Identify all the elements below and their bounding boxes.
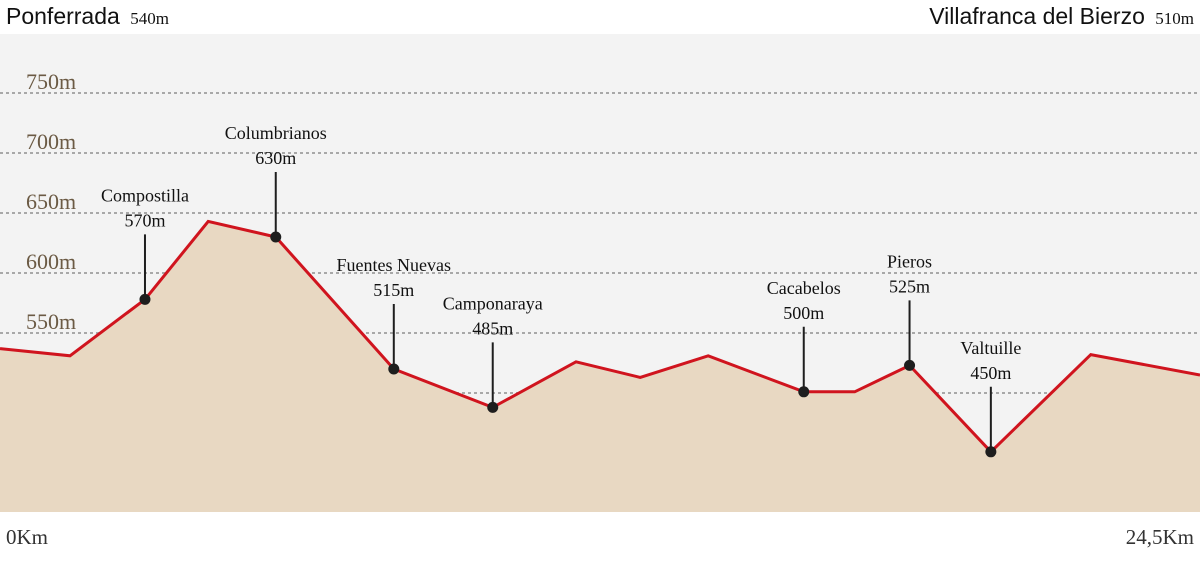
waypoint-dot [388,363,400,375]
start-town-name: Ponferrada [6,3,120,29]
waypoint-altitude: 630m [255,148,296,168]
waypoint-name: Camponaraya [443,293,543,313]
waypoint-dot [798,386,810,398]
waypoint-marker: Columbrianos 630m [225,123,327,243]
waypoint-name: Fuentes Nuevas [337,255,451,275]
y-tick-label: 600m [26,249,76,274]
x-axis-end-label: 24,5Km [1126,525,1194,549]
waypoint-altitude: 515m [373,280,414,300]
x-axis-start-label: 0Km [6,525,48,549]
waypoint-marker: Pieros 525m [887,251,932,371]
waypoint-altitude: 525m [889,276,930,296]
waypoint-dot [904,359,916,371]
y-tick-label: 650m [26,189,76,214]
waypoint-name: Cacabelos [767,278,841,298]
svg-text:Villafranca del Bierzo 510: Villafranca del Bierzo 510m [929,3,1194,29]
y-tick-label: 750m [26,69,76,94]
waypoint-altitude: 500m [783,303,824,323]
waypoint-name: Compostilla [101,185,189,205]
waypoint-marker: Cacabelos 500m [767,278,841,398]
y-tick-label: 700m [26,129,76,154]
svg-text:Ponferrada 540m: Ponferrada 540m [6,3,169,29]
elevation-line [0,219,1200,454]
waypoint-dot [985,446,997,458]
waypoint-name: Pieros [887,251,932,271]
waypoint-marker: Compostilla 570m [101,185,189,305]
y-tick-label: 550m [26,309,76,334]
waypoint-dot [139,293,151,305]
end-town-name: Villafranca del Bierzo [929,3,1145,29]
waypoint-name: Columbrianos [225,123,327,143]
waypoint-marker: Fuentes Nuevas 515m [337,255,451,375]
start-town-altitude: 540m [130,9,169,28]
waypoint-marker: Valtuille 450m [960,338,1021,458]
waypoint-name: Valtuille [960,338,1021,358]
waypoint-dot [270,231,282,243]
waypoint-altitude: 485m [472,318,513,338]
waypoint-dot [487,401,499,413]
waypoint-altitude: 450m [970,363,1011,383]
waypoint-altitude: 570m [124,210,165,230]
waypoint-marker: Camponaraya 485m [443,293,543,413]
elevation-area [0,221,1200,512]
end-town-altitude: 510m [1155,9,1194,28]
